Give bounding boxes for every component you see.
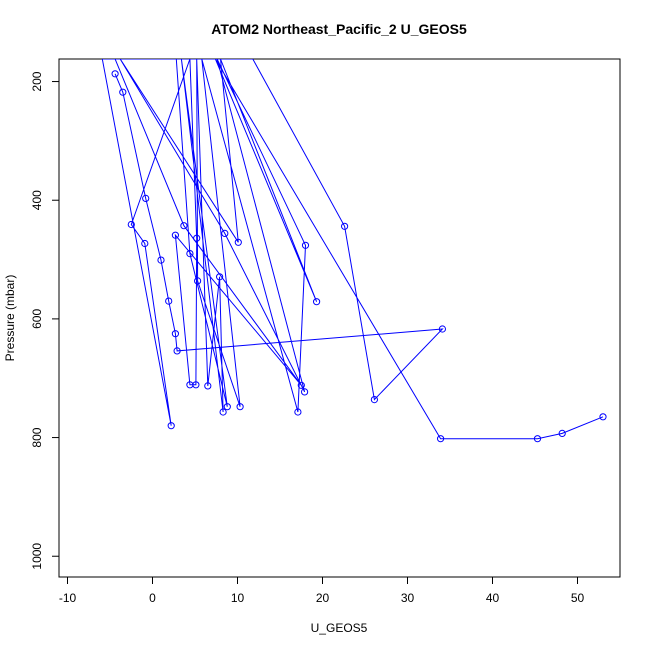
x-tick-label: 50 <box>571 591 585 605</box>
data-point <box>173 347 181 355</box>
y-tick-label: 400 <box>30 190 44 210</box>
data-point <box>370 396 378 404</box>
data-point <box>301 388 309 396</box>
x-axis-label: U_GEOS5 <box>311 621 368 635</box>
data-point <box>437 435 445 443</box>
data-point <box>599 413 607 421</box>
plot-area <box>101 59 607 443</box>
data-point <box>204 382 212 390</box>
data-point <box>438 325 446 333</box>
series-line <box>101 59 604 440</box>
data-point <box>341 222 349 230</box>
data-point <box>297 381 305 389</box>
data-point <box>236 403 244 411</box>
data-point <box>533 435 542 443</box>
data-point <box>186 381 194 389</box>
y-axis: 200 400 600 800 1000 <box>30 71 60 570</box>
data-point <box>171 231 179 239</box>
data-point <box>165 297 173 305</box>
data-point <box>234 238 242 246</box>
y-tick-label: 1000 <box>30 543 44 570</box>
data-point <box>141 239 149 248</box>
data-point <box>119 88 127 96</box>
x-tick-label: 20 <box>316 591 330 605</box>
plot-frame <box>58 58 621 578</box>
data-point <box>301 241 310 249</box>
data-point <box>142 194 150 202</box>
data-point <box>558 429 566 437</box>
y-tick-label: 800 <box>30 427 44 447</box>
x-tick-label: 40 <box>486 591 500 605</box>
x-axis: -10 0 10 20 30 40 50 <box>59 576 585 605</box>
data-point <box>221 229 229 237</box>
data-point <box>216 273 224 281</box>
x-tick-label: 10 <box>231 591 245 605</box>
data-point <box>127 220 135 229</box>
y-tick-label: 600 <box>30 309 44 329</box>
data-point <box>180 222 188 230</box>
x-tick-label: -10 <box>59 591 77 605</box>
data-point <box>294 408 302 416</box>
data-point <box>219 408 227 416</box>
data-point <box>171 330 179 338</box>
data-point <box>313 298 321 306</box>
x-tick-label: 30 <box>401 591 415 605</box>
data-point <box>167 422 175 430</box>
data-point <box>186 250 194 258</box>
chart-title: ATOM2 Northeast_Pacific_2 U_GEOS5 <box>211 21 467 37</box>
y-tick-label: 200 <box>30 71 44 91</box>
series-markers <box>111 70 607 443</box>
data-point <box>223 403 231 411</box>
data-point <box>193 234 201 242</box>
x-tick-label: 0 <box>149 591 156 605</box>
data-point <box>157 256 165 264</box>
y-axis-label: Pressure (mbar) <box>3 275 17 362</box>
series-path <box>101 59 604 440</box>
data-point <box>111 70 119 78</box>
data-point <box>194 277 202 285</box>
